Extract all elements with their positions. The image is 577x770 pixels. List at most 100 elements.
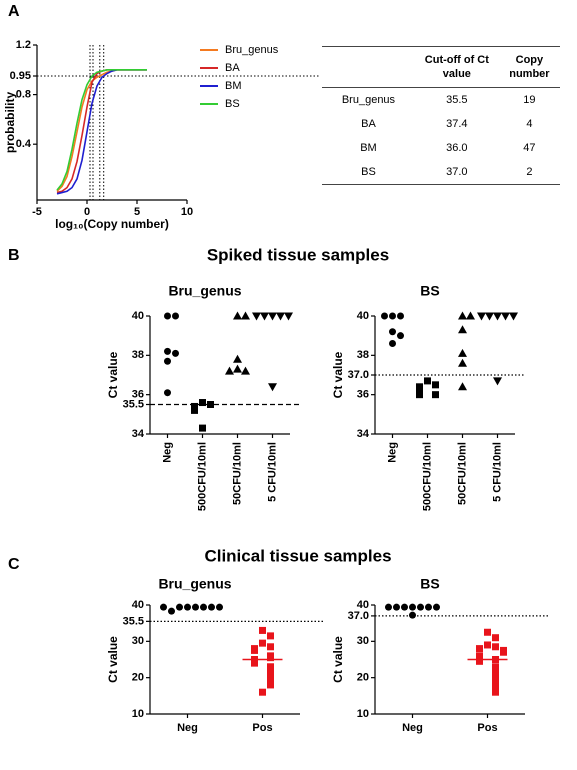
point (466, 311, 475, 320)
y-tick-label: 20 (132, 672, 144, 684)
point (484, 641, 491, 649)
point (267, 677, 274, 685)
point (268, 312, 277, 321)
x-tick-label: 50CFU/10ml (456, 442, 468, 505)
point (501, 312, 510, 321)
point (252, 312, 261, 321)
point (416, 383, 423, 391)
point (164, 389, 171, 397)
point (233, 354, 242, 363)
x-tick-label: 5 CFU/10ml (266, 442, 278, 502)
y-tick-label: 10 (132, 708, 144, 720)
panel-letter: C (8, 556, 20, 573)
point (433, 603, 440, 611)
point (191, 406, 198, 414)
point (267, 643, 274, 651)
point (241, 366, 250, 375)
point (476, 645, 483, 653)
point (393, 603, 400, 611)
point (381, 312, 388, 320)
series-line (56, 69, 147, 191)
point (267, 681, 274, 689)
point (493, 312, 502, 321)
x-tick-label: 500CFU/10ml (421, 442, 433, 511)
y-tick-label: 37.0 (348, 610, 369, 622)
point (200, 603, 207, 611)
y-tick-label: 38 (357, 349, 369, 361)
series-line (56, 69, 147, 195)
x-tick-label: Neg (177, 722, 198, 734)
series-line (56, 69, 147, 194)
x-tick-label: 50CFU/10ml (231, 442, 243, 505)
legend-label: BM (225, 80, 242, 92)
cell: BS (361, 166, 376, 178)
y-tick-label: 36 (357, 389, 369, 401)
x-tick-label: -5 (32, 206, 42, 218)
point (176, 603, 183, 611)
x-tick-label: Neg (161, 442, 173, 463)
y-tick-label: 0.4 (16, 138, 32, 150)
point (424, 377, 431, 385)
y-axis-label: Ct value (106, 351, 120, 398)
cell: 4 (526, 118, 533, 130)
y-tick-label: 10 (357, 708, 369, 720)
point (267, 663, 274, 671)
point (492, 643, 499, 651)
point (509, 312, 518, 321)
point (389, 312, 396, 320)
point (493, 377, 502, 386)
point (184, 603, 191, 611)
cell: 2 (526, 166, 533, 178)
point (409, 611, 416, 619)
chart-title: Bru_genus (168, 283, 241, 299)
point (458, 348, 467, 357)
point (267, 670, 274, 678)
point (389, 328, 396, 336)
point (492, 683, 499, 691)
point (492, 688, 499, 696)
panel-letter: B (8, 247, 20, 264)
table-row: Bru_genus 35.5 19 (322, 88, 560, 113)
x-tick-label: 10 (181, 206, 193, 218)
x-tick-label: 500CFU/10ml (196, 442, 208, 511)
point (267, 674, 274, 682)
point (284, 312, 293, 321)
y-tick-label: 20 (357, 672, 369, 684)
point (251, 646, 258, 654)
point (476, 652, 483, 660)
cell: 37.4 (446, 118, 468, 130)
cell: 37.0 (446, 166, 468, 178)
y-tick-label: 40 (132, 599, 144, 611)
point (225, 366, 234, 375)
section-title: Clinical tissue samples (204, 546, 391, 565)
legend-label: BA (225, 62, 240, 74)
point (416, 387, 423, 395)
point (492, 666, 499, 674)
y-tick-label: 38 (132, 349, 144, 361)
point (259, 639, 266, 647)
point (385, 603, 392, 611)
section-title: Spiked tissue samples (207, 245, 389, 264)
point (397, 332, 404, 340)
y-tick-label: 35.5 (123, 398, 144, 410)
point (397, 312, 404, 320)
x-tick-label: 5 (134, 206, 140, 218)
cell: BA (361, 118, 376, 130)
x-tick-label: Neg (402, 722, 423, 734)
point (199, 424, 206, 432)
point (233, 311, 242, 320)
y-axis-label: probability (3, 92, 17, 154)
point (409, 603, 416, 611)
point (458, 358, 467, 367)
point (191, 402, 198, 410)
y-tick-label: 36 (132, 389, 144, 401)
point (492, 663, 499, 671)
panel-letter: A (8, 3, 20, 20)
point (260, 312, 269, 321)
y-tick-label: 1.2 (16, 39, 31, 51)
point (276, 312, 285, 321)
point (389, 340, 396, 348)
point (267, 632, 274, 640)
